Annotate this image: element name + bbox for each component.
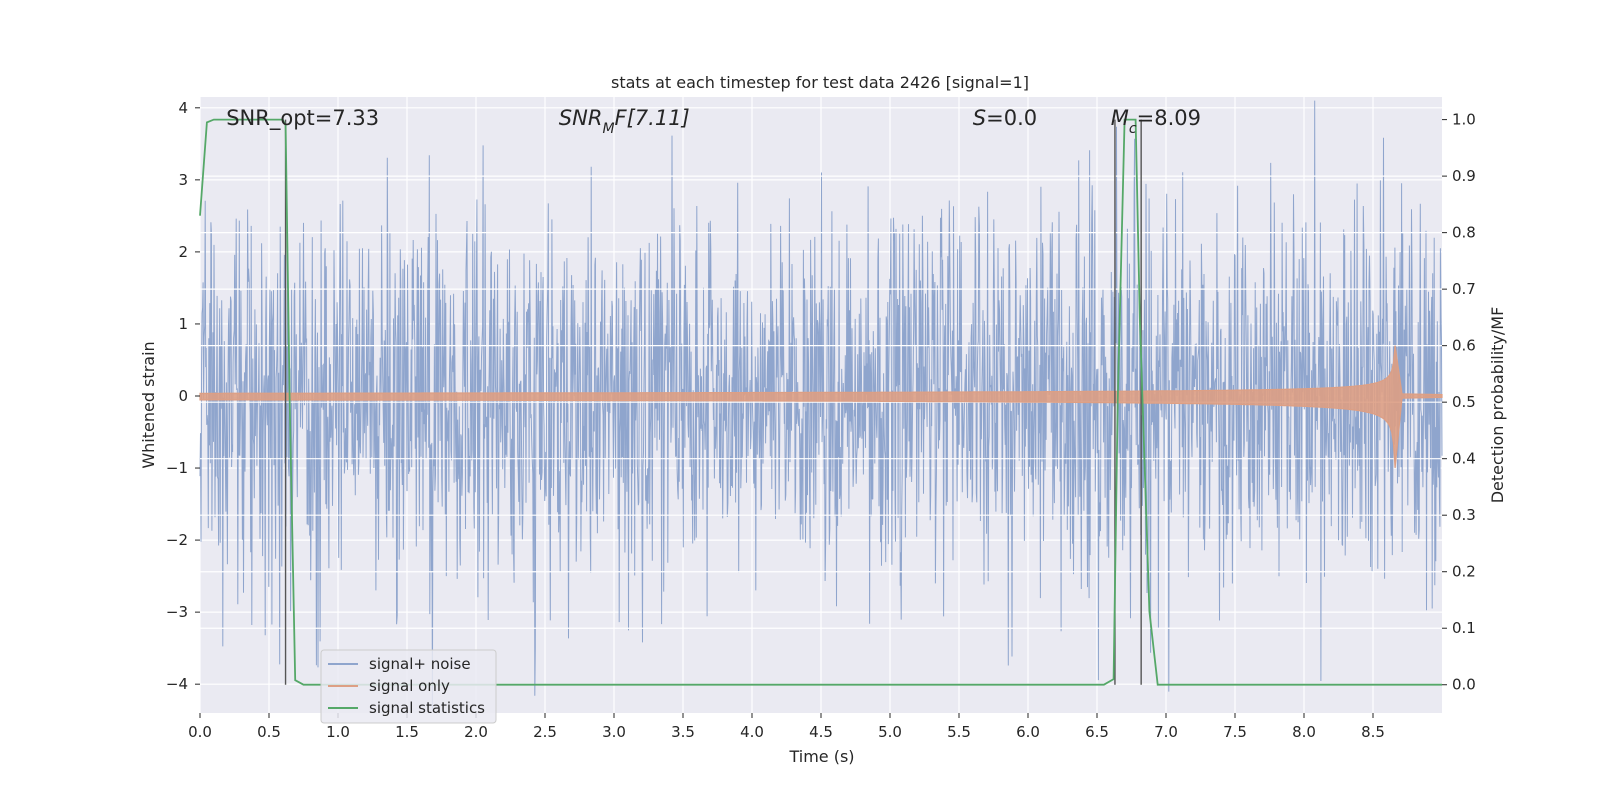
y2-tick-label-5: 0.5	[1452, 393, 1476, 411]
y-tick-label-8: −4	[166, 675, 188, 693]
y2-tick-label-9: 0.1	[1452, 619, 1476, 637]
x-tick-label-8: 4.0	[740, 723, 764, 741]
y-axis-label: Whitened strain	[139, 341, 158, 468]
x-tick-label-15: 7.5	[1223, 723, 1247, 741]
legend-label-1: signal only	[369, 677, 450, 695]
x-tick-label-9: 4.5	[809, 723, 833, 741]
y-tick-label-2: 2	[178, 243, 188, 261]
annotation-2: S=0.0	[973, 106, 1037, 130]
y-tick-label-5: −1	[166, 459, 188, 477]
y2-tick-label-4: 0.6	[1452, 337, 1476, 355]
x-tick-label-11: 5.5	[947, 723, 971, 741]
y-axis-left: 4 3 2 1 0 −1 −2 −3 −4	[166, 99, 200, 693]
x-tick-label-0: 0.0	[188, 723, 212, 741]
legend: signal+ noise signal only signal statistic…	[320, 649, 497, 724]
x-tick-label-14: 7.0	[1154, 723, 1178, 741]
x-tick-label-10: 5.0	[878, 723, 902, 741]
chirp-envelope	[199, 345, 1443, 469]
signal-only-series	[199, 345, 1443, 469]
x-tick-label-2: 1.0	[326, 723, 350, 741]
y2-tick-label-6: 0.4	[1452, 450, 1476, 468]
y2-tick-label-0: 1.0	[1452, 111, 1476, 129]
y-tick-label-0: 4	[178, 99, 188, 117]
x-tick-label-17: 8.5	[1361, 723, 1385, 741]
y2-tick-label-3: 0.7	[1452, 280, 1476, 298]
y-axis-right: 1.0 0.9 0.8 0.7 0.6 0.5 0.4 0.3 0.2 0.1 0.0	[1442, 111, 1476, 694]
x-axis: 0.0 0.5 1.0 1.5 2.0 2.5 3.0 3.5 4.0 4.5 5.0 5.5 6.0 6…	[188, 713, 1385, 741]
y-tick-label-1: 3	[178, 171, 188, 189]
annotation-3: Mc=8.09	[1111, 106, 1201, 137]
x-tick-label-5: 2.5	[533, 723, 557, 741]
x-tick-label-7: 3.5	[671, 723, 695, 741]
y-tick-label-3: 1	[178, 315, 188, 333]
x-tick-label-13: 6.5	[1085, 723, 1109, 741]
legend-box	[320, 649, 497, 724]
y2-tick-label-1: 0.9	[1452, 167, 1476, 185]
x-tick-label-1: 0.5	[257, 723, 281, 741]
statistics-line	[199, 118, 1442, 686]
annotation-1: SNRMF[7.11]	[559, 106, 690, 137]
x-axis-label: Time (s)	[788, 747, 854, 766]
legend-label-2: signal statistics	[369, 699, 485, 717]
y2-tick-label-8: 0.2	[1452, 563, 1476, 581]
x-tick-label-6: 3.0	[602, 723, 626, 741]
y-tick-label-6: −2	[166, 531, 188, 549]
legend-label-0: signal+ noise	[369, 655, 471, 673]
x-tick-label-16: 8.0	[1292, 723, 1316, 741]
y2-axis-label: Detection probability/MF	[1488, 307, 1507, 504]
y-tick-label-4: 0	[178, 387, 188, 405]
x-tick-label-12: 6.0	[1016, 723, 1040, 741]
x-tick-label-3: 1.5	[395, 723, 419, 741]
y2-tick-label-7: 0.3	[1452, 506, 1476, 524]
y2-tick-label-10: 0.0	[1452, 676, 1476, 694]
annotation-0: SNR_opt=7.33	[226, 106, 379, 131]
y2-tick-label-2: 0.8	[1452, 224, 1476, 242]
annotations: SNR_opt=7.33 SNRMF[7.11] S=0.0 Mc=8.09	[226, 106, 1201, 137]
y-tick-label-7: −3	[166, 603, 188, 621]
signal-statistics-series	[199, 118, 1442, 686]
x-tick-label-4: 2.0	[464, 723, 488, 741]
chart-title: stats at each timestep for test data 242…	[611, 73, 1029, 92]
noise-line	[199, 100, 1443, 710]
grid-overlay	[200, 175, 1442, 629]
signal-plus-noise-series	[199, 100, 1443, 710]
